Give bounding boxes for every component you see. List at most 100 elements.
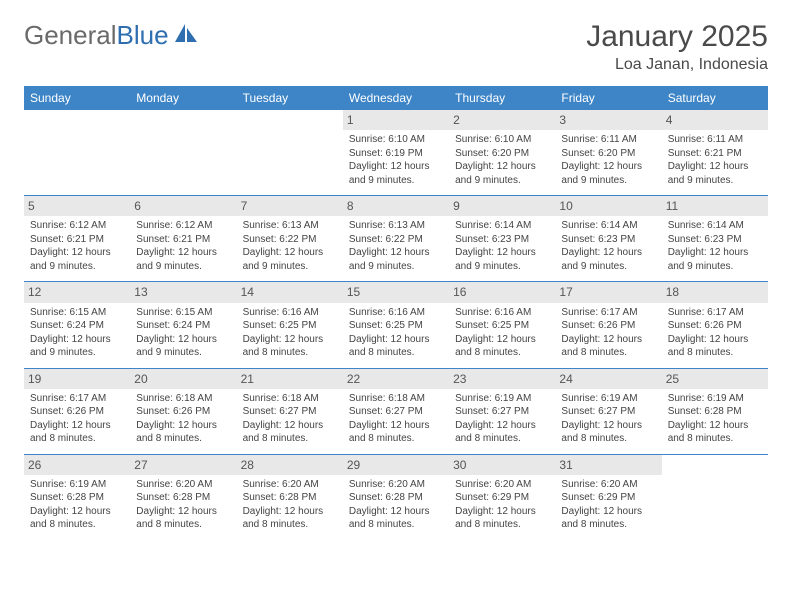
daylight-text: Daylight: 12 hours and 8 minutes.	[561, 505, 655, 532]
sunrise-text: Sunrise: 6:12 AM	[30, 219, 124, 233]
day-number: 25	[662, 369, 768, 389]
sunset-text: Sunset: 6:25 PM	[455, 319, 549, 333]
sunset-text: Sunset: 6:29 PM	[455, 491, 549, 505]
daylight-text: Daylight: 12 hours and 8 minutes.	[561, 419, 655, 446]
calendar-day-cell: 5Sunrise: 6:12 AMSunset: 6:21 PMDaylight…	[24, 196, 130, 282]
sunset-text: Sunset: 6:19 PM	[349, 147, 443, 161]
sunset-text: Sunset: 6:27 PM	[455, 405, 549, 419]
calendar-day-cell: 15Sunrise: 6:16 AMSunset: 6:25 PMDayligh…	[343, 282, 449, 368]
day-number: 7	[237, 196, 343, 216]
sunrise-text: Sunrise: 6:16 AM	[455, 306, 549, 320]
day-number: 12	[24, 282, 130, 302]
daylight-text: Daylight: 12 hours and 9 minutes.	[136, 333, 230, 360]
sunrise-text: Sunrise: 6:18 AM	[243, 392, 337, 406]
sunrise-text: Sunrise: 6:15 AM	[136, 306, 230, 320]
weekday-header: Wednesday	[343, 86, 449, 110]
sunset-text: Sunset: 6:26 PM	[668, 319, 762, 333]
daylight-text: Daylight: 12 hours and 8 minutes.	[349, 419, 443, 446]
sunset-text: Sunset: 6:21 PM	[136, 233, 230, 247]
daylight-text: Daylight: 12 hours and 9 minutes.	[243, 246, 337, 273]
daylight-text: Daylight: 12 hours and 9 minutes.	[668, 160, 762, 187]
sunrise-text: Sunrise: 6:18 AM	[136, 392, 230, 406]
calendar-week-row: 1Sunrise: 6:10 AMSunset: 6:19 PMDaylight…	[24, 110, 768, 196]
calendar-day-cell: 19Sunrise: 6:17 AMSunset: 6:26 PMDayligh…	[24, 368, 130, 454]
sunrise-text: Sunrise: 6:19 AM	[455, 392, 549, 406]
weekday-header: Tuesday	[237, 86, 343, 110]
day-number: 30	[449, 455, 555, 475]
daylight-text: Daylight: 12 hours and 8 minutes.	[668, 419, 762, 446]
daylight-text: Daylight: 12 hours and 8 minutes.	[243, 505, 337, 532]
calendar-day-cell: 30 Sunrise: 6:20 AMSunset: 6:29 PMDayligh…	[449, 454, 555, 540]
day-number: 20	[130, 369, 236, 389]
daylight-text: Daylight: 12 hours and 9 minutes.	[455, 160, 549, 187]
day-number: 16	[449, 282, 555, 302]
daylight-text: Daylight: 12 hours and 9 minutes.	[349, 160, 443, 187]
sunrise-text: Sunrise: 6:20 AM	[243, 478, 337, 492]
calendar-week-row: 12Sunrise: 6:15 AMSunset: 6:24 PMDayligh…	[24, 282, 768, 368]
calendar-day-cell: 13Sunrise: 6:15 AMSunset: 6:24 PMDayligh…	[130, 282, 236, 368]
sunrise-text: Sunrise: 6:11 AM	[668, 133, 762, 147]
daylight-text: Daylight: 12 hours and 9 minutes.	[561, 160, 655, 187]
calendar-day-cell: 26Sunrise: 6:19 AMSunset: 6:28 PMDayligh…	[24, 454, 130, 540]
sunrise-text: Sunrise: 6:17 AM	[668, 306, 762, 320]
day-number: 24	[555, 369, 661, 389]
day-number: 19	[24, 369, 130, 389]
weekday-header: Thursday	[449, 86, 555, 110]
sunset-text: Sunset: 6:27 PM	[349, 405, 443, 419]
sunrise-text: Sunrise: 6:13 AM	[243, 219, 337, 233]
daylight-text: Daylight: 12 hours and 8 minutes.	[349, 505, 443, 532]
day-number: 4	[662, 110, 768, 130]
location: Loa Janan, Indonesia	[586, 56, 768, 74]
calendar-body: 1Sunrise: 6:10 AMSunset: 6:19 PMDaylight…	[24, 110, 768, 540]
logo-text-blue: Blue	[117, 20, 169, 51]
calendar-day-cell: 16 Sunrise: 6:16 AMSunset: 6:25 PMDayligh…	[449, 282, 555, 368]
title-block: January 2025 Loa Janan, Indonesia	[586, 20, 768, 74]
calendar-day-cell: 11Sunrise: 6:14 AMSunset: 6:23 PMDayligh…	[662, 196, 768, 282]
daylight-text: Daylight: 12 hours and 8 minutes.	[136, 505, 230, 532]
calendar-table: SundayMondayTuesdayWednesdayThursdayFrid…	[24, 86, 768, 540]
sunrise-text: Sunrise: 6:20 AM	[455, 478, 549, 492]
day-number: 29	[343, 455, 449, 475]
sunset-text: Sunset: 6:28 PM	[349, 491, 443, 505]
day-number: 9	[449, 196, 555, 216]
daylight-text: Daylight: 12 hours and 8 minutes.	[243, 333, 337, 360]
sunset-text: Sunset: 6:28 PM	[30, 491, 124, 505]
sunset-text: Sunset: 6:23 PM	[668, 233, 762, 247]
calendar-day-cell: 1Sunrise: 6:10 AMSunset: 6:19 PMDaylight…	[343, 110, 449, 196]
calendar-day-cell: 2Sunrise: 6:10 AMSunset: 6:20 PMDaylight…	[449, 110, 555, 196]
sunset-text: Sunset: 6:29 PM	[561, 491, 655, 505]
sunset-text: Sunset: 6:21 PM	[668, 147, 762, 161]
daylight-text: Daylight: 12 hours and 9 minutes.	[30, 246, 124, 273]
daylight-text: Daylight: 12 hours and 8 minutes.	[349, 333, 443, 360]
daylight-text: Daylight: 12 hours and 9 minutes.	[30, 333, 124, 360]
day-number: 26	[24, 455, 130, 475]
sunset-text: Sunset: 6:28 PM	[136, 491, 230, 505]
daylight-text: Daylight: 12 hours and 8 minutes.	[455, 333, 549, 360]
daylight-text: Daylight: 12 hours and 9 minutes.	[136, 246, 230, 273]
calendar-day-cell: 27Sunrise: 6:20 AMSunset: 6:28 PMDayligh…	[130, 454, 236, 540]
sunset-text: Sunset: 6:27 PM	[561, 405, 655, 419]
sunrise-text: Sunrise: 6:18 AM	[349, 392, 443, 406]
weekday-header: Saturday	[662, 86, 768, 110]
calendar-day-cell: 6Sunrise: 6:12 AMSunset: 6:21 PMDaylight…	[130, 196, 236, 282]
day-number: 31	[555, 455, 661, 475]
sunset-text: Sunset: 6:26 PM	[561, 319, 655, 333]
sunrise-text: Sunrise: 6:17 AM	[561, 306, 655, 320]
calendar-day-cell: 4 Sunrise: 6:11 AMSunset: 6:21 PMDaylight…	[662, 110, 768, 196]
calendar-day-cell: 24Sunrise: 6:19 AMSunset: 6:27 PMDayligh…	[555, 368, 661, 454]
sunset-text: Sunset: 6:24 PM	[30, 319, 124, 333]
calendar-day-cell: 14Sunrise: 6:16 AMSunset: 6:25 PMDayligh…	[237, 282, 343, 368]
daylight-text: Daylight: 12 hours and 8 minutes.	[455, 419, 549, 446]
calendar-day-cell	[662, 454, 768, 540]
calendar-day-cell: 28Sunrise: 6:20 AMSunset: 6:28 PMDayligh…	[237, 454, 343, 540]
daylight-text: Daylight: 12 hours and 8 minutes.	[30, 419, 124, 446]
daylight-text: Daylight: 12 hours and 8 minutes.	[243, 419, 337, 446]
sunset-text: Sunset: 6:23 PM	[561, 233, 655, 247]
sunset-text: Sunset: 6:27 PM	[243, 405, 337, 419]
daylight-text: Daylight: 12 hours and 8 minutes.	[455, 505, 549, 532]
calendar-header-row: SundayMondayTuesdayWednesdayThursdayFrid…	[24, 86, 768, 110]
sunset-text: Sunset: 6:24 PM	[136, 319, 230, 333]
calendar-day-cell	[237, 110, 343, 196]
sunset-text: Sunset: 6:23 PM	[455, 233, 549, 247]
sunrise-text: Sunrise: 6:15 AM	[30, 306, 124, 320]
